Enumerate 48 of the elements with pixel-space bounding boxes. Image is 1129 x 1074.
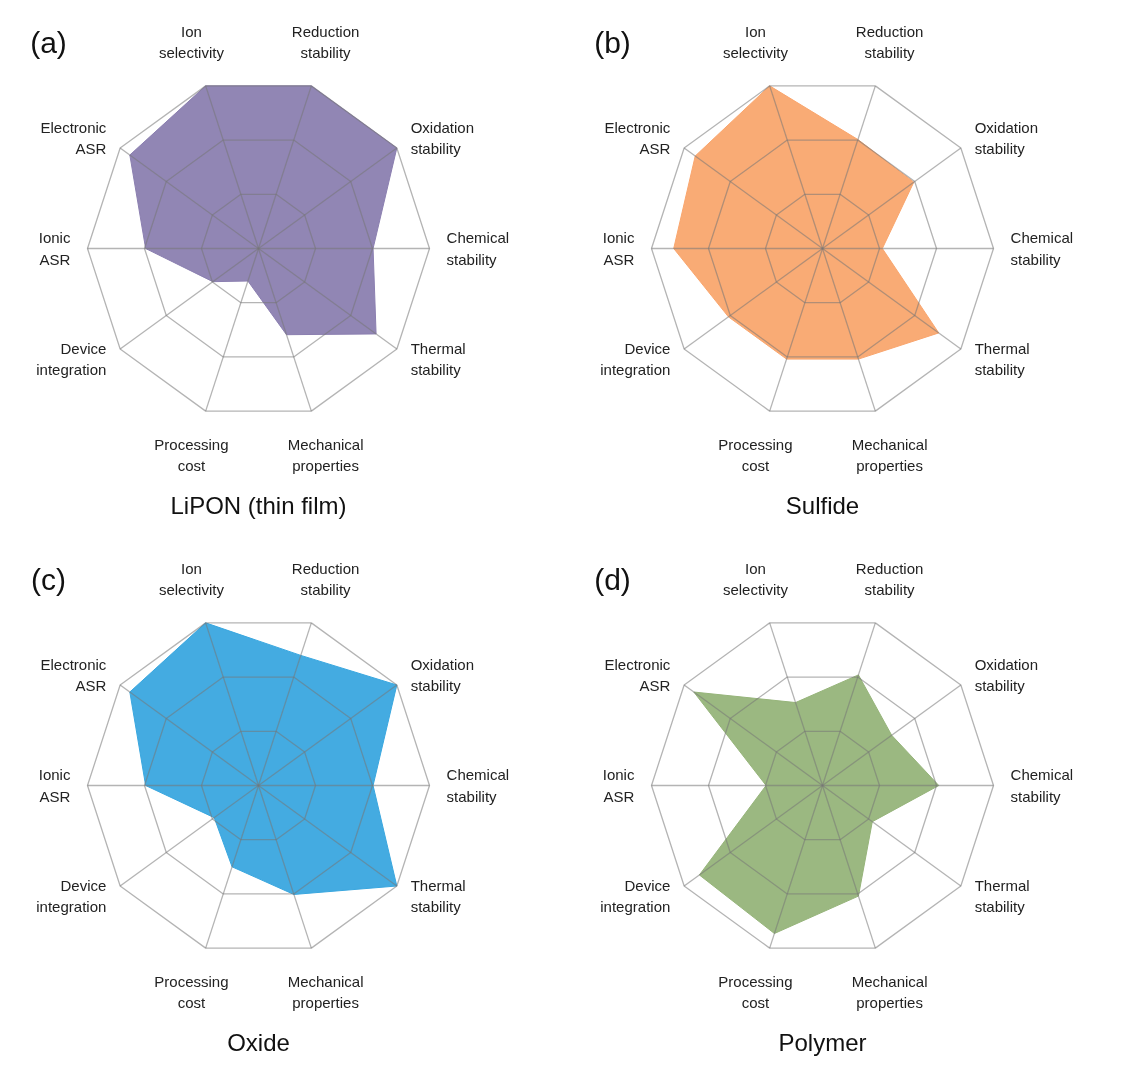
spoke-label: Mechanical properties [851, 972, 928, 1012]
spoke-label: Processing cost [718, 435, 793, 475]
text: LiPON (thin film) [170, 492, 347, 519]
spoke-label: Ion selectivity [158, 559, 225, 599]
spoke-label: Oxidation stability [410, 118, 475, 158]
spoke-label: Device integration [36, 339, 107, 379]
spoke-label: Ionic ASR [602, 766, 635, 805]
spoke-label: Electronic ASR [40, 655, 107, 695]
spoke-label: Ionic ASR [602, 229, 635, 268]
spoke-label: Oxidation stability [410, 655, 475, 695]
spoke-label: Processing cost [154, 972, 229, 1012]
spoke-label: Thermal stability [410, 876, 466, 916]
spoke-label: Ionic ASR [38, 229, 71, 268]
spoke-label: Thermal stability [974, 876, 1030, 916]
spoke-label: Processing cost [154, 435, 229, 475]
spoke-label: Device integration [600, 339, 671, 379]
spoke-label: Reduction stability [291, 22, 360, 62]
text: Sulfide [785, 492, 860, 519]
spoke-label: Electronic ASR [604, 118, 671, 158]
spoke-label: Reduction stability [855, 22, 924, 62]
spoke-label: Processing cost [718, 972, 793, 1012]
spoke-label: Ion selectivity [722, 22, 789, 62]
spoke-label: Ionic ASR [38, 766, 71, 805]
text: (b) [594, 26, 631, 59]
spoke-label: Mechanical properties [287, 435, 364, 475]
spoke-label: Thermal stability [410, 339, 466, 379]
spoke-label: Mechanical properties [287, 972, 364, 1012]
text: (c) [31, 563, 66, 596]
spoke-label: Chemical stability [1010, 229, 1074, 268]
spoke-label: Device integration [36, 876, 107, 916]
spoke-label: Chemical stability [446, 229, 510, 268]
spoke-label: Ion selectivity [158, 22, 225, 62]
spoke-label: Chemical stability [1010, 766, 1074, 805]
spoke-label: Device integration [600, 876, 671, 916]
spoke-label: Electronic ASR [604, 655, 671, 695]
text: (a) [30, 26, 67, 59]
spoke-label: Electronic ASR [40, 118, 107, 158]
text: Oxide [227, 1029, 290, 1056]
spoke-label: Oxidation stability [974, 118, 1039, 158]
spoke-label: Oxidation stability [974, 655, 1039, 695]
spoke-label: Thermal stability [974, 339, 1030, 379]
spoke-label: Mechanical properties [851, 435, 928, 475]
text: (d) [594, 563, 631, 596]
spoke-label: Ion selectivity [722, 559, 789, 599]
spoke-label: Chemical stability [446, 766, 510, 805]
spoke-label: Reduction stability [855, 559, 924, 599]
spoke-label: Reduction stability [291, 559, 360, 599]
text: Polymer [778, 1029, 867, 1056]
